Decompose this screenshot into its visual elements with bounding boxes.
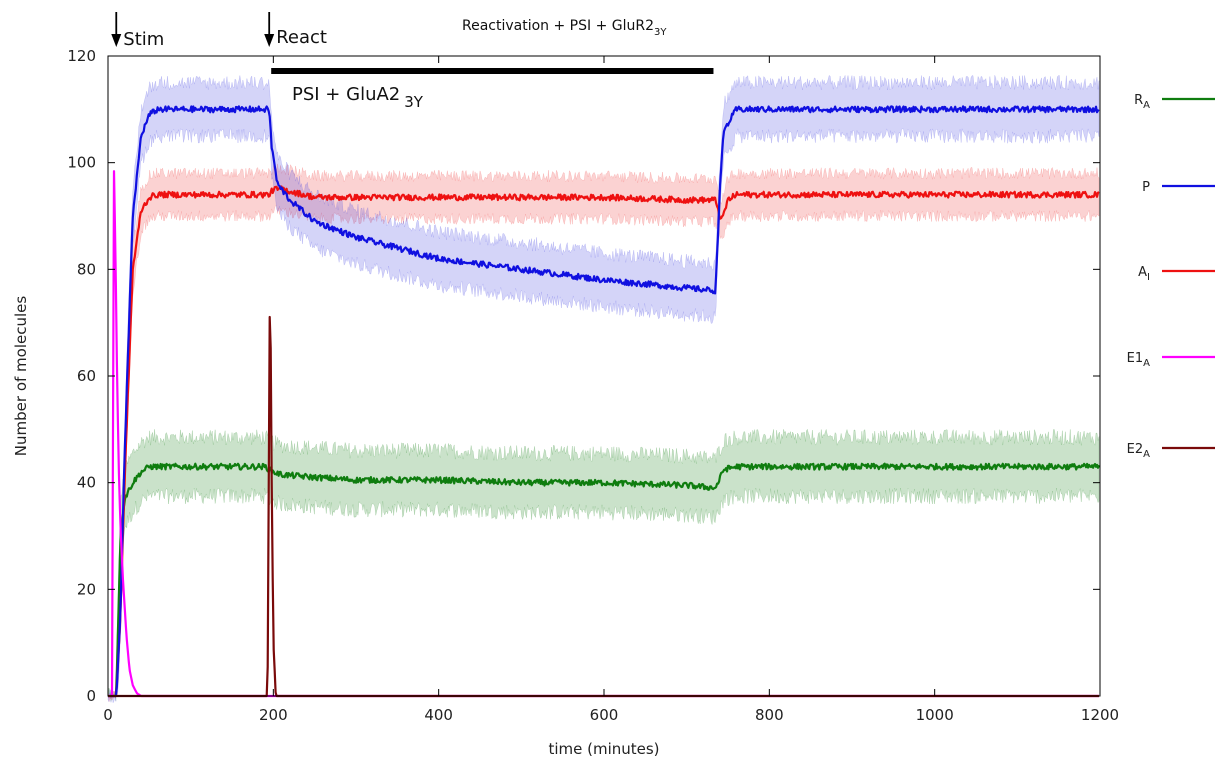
- legend-label-e1a: E1A: [1127, 351, 1151, 369]
- plot-frame: [107, 55, 1101, 697]
- band-p: [107, 74, 1100, 704]
- react-label: React: [276, 27, 327, 48]
- x-tick-label: 200: [259, 706, 288, 724]
- y-tick-label: 120: [67, 47, 96, 65]
- y-tick-label: 40: [77, 474, 96, 492]
- stim-arrow-head: [111, 34, 122, 47]
- confidence-bands: [107, 74, 1100, 704]
- plot-border: [107, 55, 1101, 697]
- x-tick-label: 400: [424, 706, 453, 724]
- x-tick-label: 1000: [916, 706, 954, 724]
- band-ra: [107, 428, 1100, 702]
- y-axis-label: Number of molecules: [12, 296, 30, 457]
- series-line-ra: [107, 462, 1101, 698]
- treatment-bar: [271, 68, 714, 74]
- series-line-p: [107, 105, 1100, 698]
- x-tick-label: 800: [755, 706, 784, 724]
- y-tick-label: 0: [86, 687, 96, 705]
- x-tick-label: 600: [590, 706, 619, 724]
- legend-label-e2a: E2A: [1127, 442, 1151, 460]
- x-tick-label: 1200: [1081, 706, 1119, 724]
- axis-ticks: 0 200 400 600 800 1000 1200 0 20 40 60 80 100 120 time…: [12, 47, 1119, 758]
- chart-title: Reactivation + PSI + GluR23Y: [462, 18, 667, 38]
- series-line-ai: [107, 185, 1100, 698]
- x-axis-label: time (minutes): [548, 740, 659, 758]
- legend-label-ra: RA: [1134, 93, 1150, 111]
- react-arrow-head: [264, 34, 275, 47]
- y-tick-label: 60: [77, 367, 96, 385]
- treatment-label: PSI + GluA2 3Y: [292, 84, 424, 111]
- legend: RA P AI E1A E2A: [1127, 93, 1215, 460]
- band-ai: [107, 163, 1100, 702]
- y-tick-label: 100: [67, 154, 96, 172]
- legend-label-p: P: [1142, 180, 1150, 195]
- y-tick-label: 80: [77, 260, 96, 278]
- annotations: Stim React PSI + GluA2 3Y Reactivation + PSI…: [111, 12, 714, 111]
- y-tick-label: 20: [77, 580, 96, 598]
- legend-label-ai: AI: [1138, 265, 1150, 283]
- x-tick-label: 0: [103, 706, 113, 724]
- stim-label: Stim: [123, 29, 164, 50]
